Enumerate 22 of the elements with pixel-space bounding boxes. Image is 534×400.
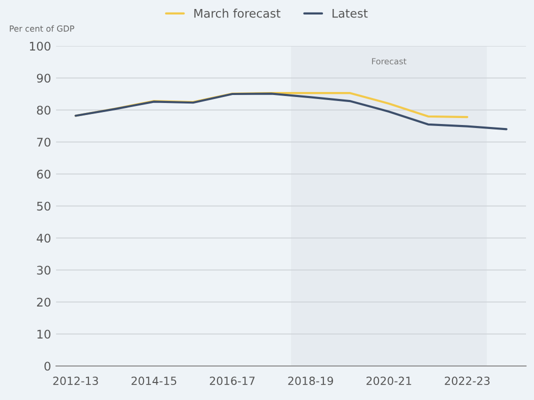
band-label: Forecast <box>372 58 406 64</box>
y-tick-label: 60 <box>37 170 50 179</box>
line-series <box>74 92 508 130</box>
x-tick-label: 2014-15 <box>132 376 176 386</box>
y-tick-label: 50 <box>37 202 50 211</box>
y-tick-label: 70 <box>37 138 50 147</box>
y-tick-label: 100 <box>30 42 50 51</box>
y-axis-title: Per cent of GDP <box>10 25 74 32</box>
legend-label: Latest <box>332 8 368 18</box>
x-tick-label: 2018-19 <box>288 376 334 386</box>
y-tick-label: 40 <box>36 234 50 243</box>
y-tick-label: 10 <box>37 330 50 339</box>
x-tick-label: 2020-21 <box>366 376 412 386</box>
x-tick-label: 2022-23 <box>444 376 490 386</box>
x-tick-label: 2012-13 <box>53 376 98 386</box>
y-tick-label: 80 <box>36 106 50 115</box>
y-tick-label: 30 <box>37 266 50 275</box>
y-tick-label: 20 <box>37 298 50 307</box>
y-tick-label: 0 <box>44 362 50 371</box>
y-tick-label: 90 <box>36 74 50 83</box>
legend-label: March forecast <box>194 8 280 18</box>
x-tick-label: 2016-17 <box>210 376 255 386</box>
